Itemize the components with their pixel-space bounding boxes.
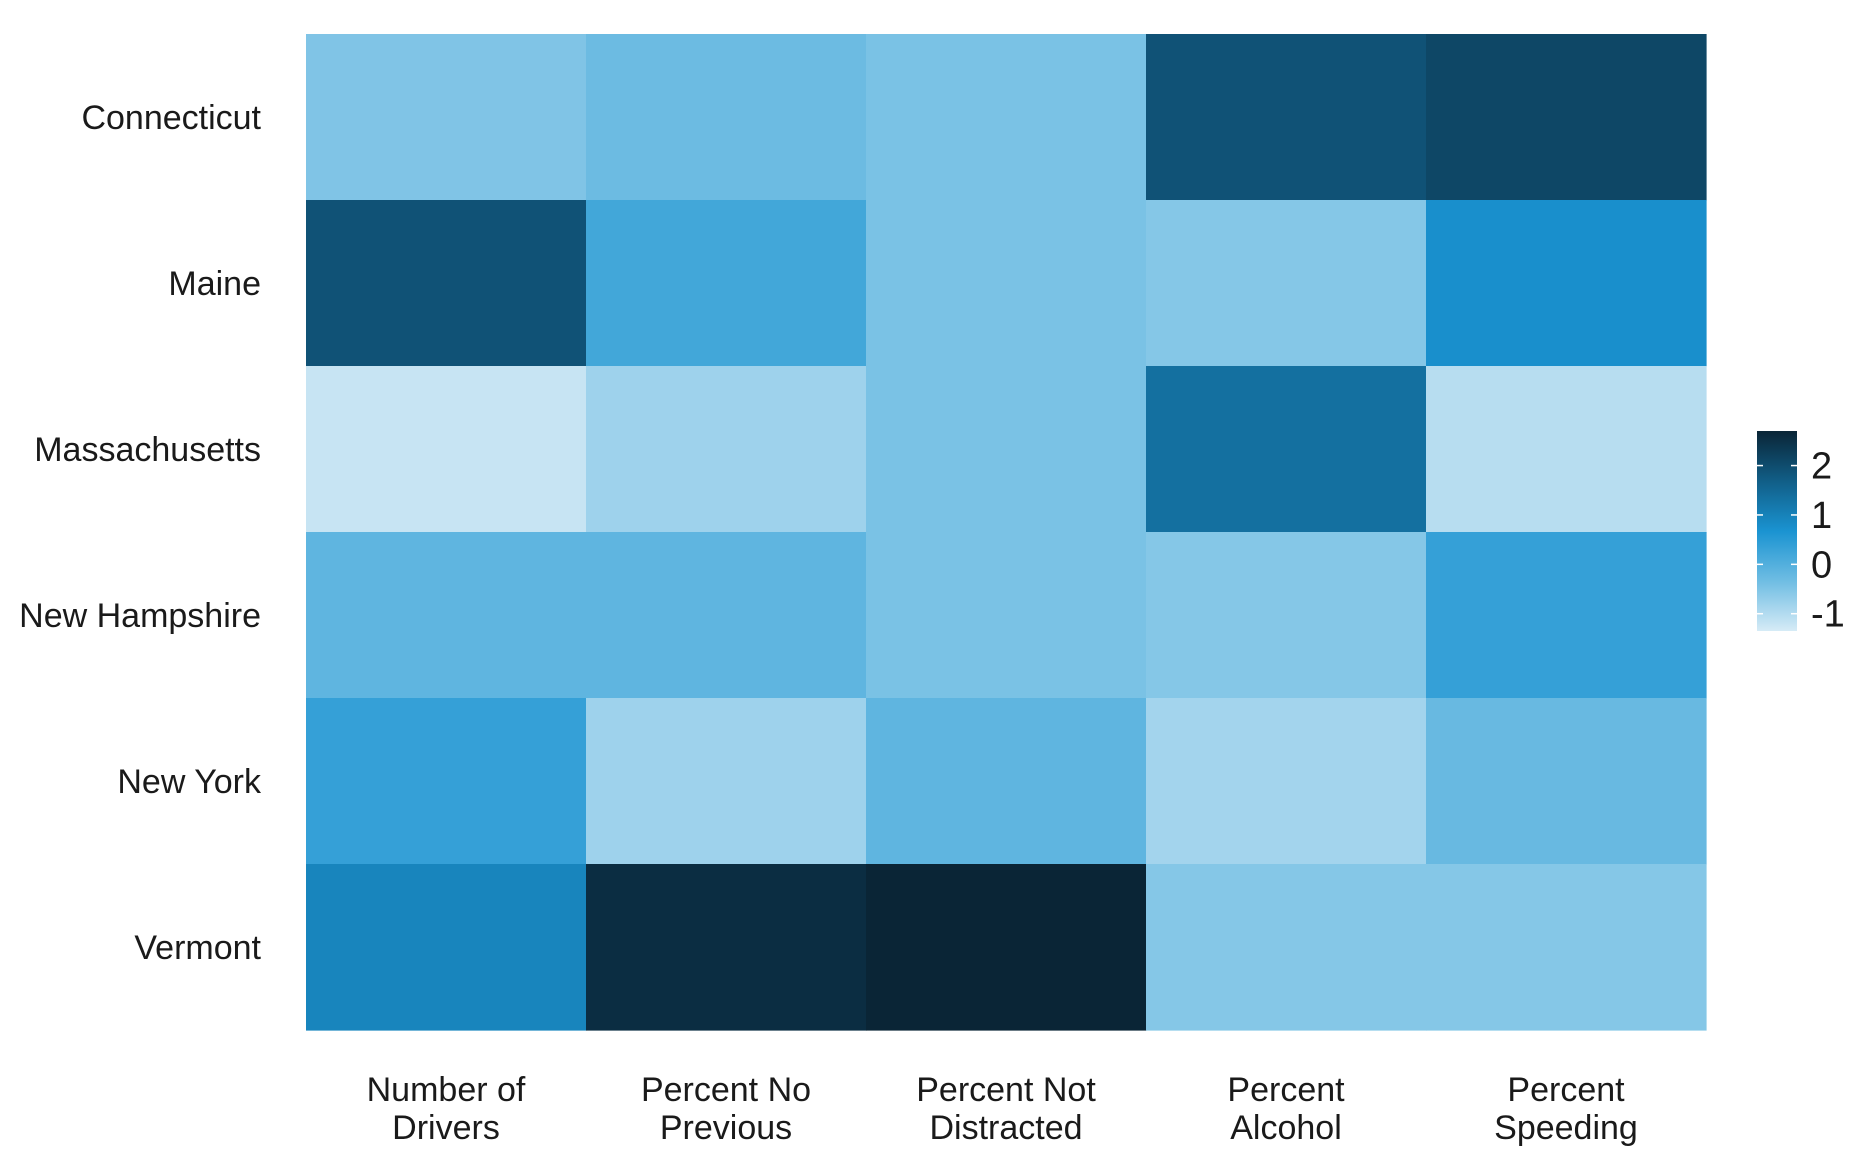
heatmap-cell (1426, 698, 1707, 865)
heatmap-cell (1426, 532, 1707, 699)
heatmap-cell (1146, 864, 1427, 1031)
heatmap-cell (1146, 698, 1427, 865)
heatmap-cell (586, 532, 867, 699)
heatmap-cell (1146, 34, 1427, 201)
heatmap-cell (586, 366, 867, 533)
column-label: Percent No Previous (641, 1071, 811, 1147)
heatmap-cell (866, 366, 1147, 533)
legend-tick-label: 1 (1811, 495, 1832, 537)
legend-ticks: 2 1 0 -1 (1757, 446, 1845, 636)
heatmap-cell (1146, 366, 1427, 533)
heatmap-cells (306, 34, 1707, 1031)
column-label: Percent Alcohol (1227, 1071, 1345, 1147)
heatmap-cell (1146, 532, 1427, 699)
legend-tick-label: -1 (1811, 594, 1845, 636)
heatmap-cell (586, 864, 867, 1031)
heatmap-cell (306, 200, 587, 367)
row-labels: Connecticut Maine Massachusetts New Hampshi… (19, 99, 262, 967)
legend-tick-label: 2 (1811, 446, 1832, 488)
heatmap-cell (866, 34, 1147, 201)
heatmap-cell (866, 532, 1147, 699)
heatmap-cell (866, 864, 1147, 1031)
row-label: New York (117, 763, 262, 801)
heatmap-cell (586, 698, 867, 865)
heatmap-cell (586, 34, 867, 201)
row-label: Vermont (134, 929, 261, 967)
row-label: New Hampshire (19, 597, 261, 635)
row-label: Maine (168, 265, 261, 303)
column-label: Percent Not Distracted (916, 1071, 1096, 1147)
heatmap-cell (1146, 200, 1427, 367)
color-legend: 2 1 0 -1 (1757, 431, 1845, 636)
row-label: Connecticut (81, 99, 261, 137)
heatmap-cell (1426, 34, 1707, 201)
column-label: Number of Drivers (367, 1071, 526, 1147)
column-label: Percent Speeding (1494, 1071, 1638, 1147)
heatmap-cell (1426, 864, 1707, 1031)
heatmap-cell (1426, 366, 1707, 533)
heatmap-cell (306, 698, 587, 865)
heatmap-cell (866, 698, 1147, 865)
column-labels: Number of Drivers Percent No Previous Percen… (367, 1071, 1638, 1147)
heatmap-cell (306, 532, 587, 699)
row-label: Massachusetts (34, 431, 261, 469)
heatmap-cell (586, 200, 867, 367)
legend-colorbar (1757, 431, 1797, 631)
heatmap-cell (1426, 200, 1707, 367)
heatmap-cell (306, 366, 587, 533)
heatmap-cell (306, 864, 587, 1031)
legend-tick-label: 0 (1811, 544, 1832, 586)
heatmap-cell (866, 200, 1147, 367)
heatmap-cell (306, 34, 587, 201)
